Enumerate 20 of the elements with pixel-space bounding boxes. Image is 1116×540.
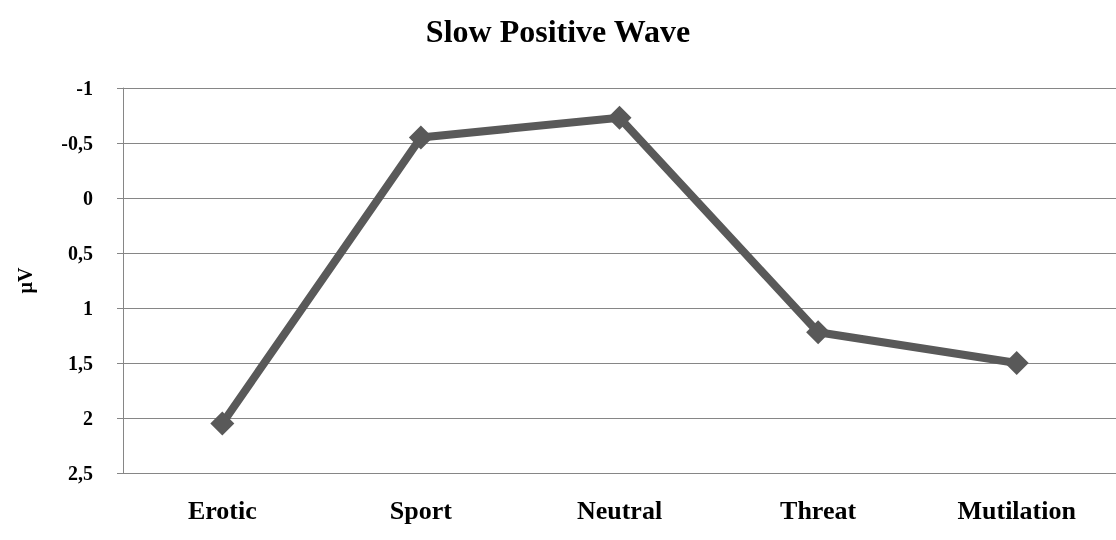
point bbox=[408, 125, 433, 150]
y-tick-label: 0,5 bbox=[68, 242, 93, 264]
y-tick-label: 1,5 bbox=[68, 352, 93, 374]
x-tick-label: Sport bbox=[389, 495, 453, 525]
x-tick-label: Neutral bbox=[576, 495, 663, 525]
x-tick-label: Mutilation bbox=[957, 495, 1077, 525]
y-tick-label: 2,5 bbox=[68, 462, 93, 484]
y-tick-label: -0,5 bbox=[61, 132, 93, 154]
point bbox=[806, 320, 831, 345]
chart-title: Slow Positive Wave bbox=[425, 13, 691, 49]
x-tick-label: Threat bbox=[780, 495, 857, 525]
y-axis-title: µV bbox=[14, 266, 37, 294]
y-tick-label: 1 bbox=[83, 297, 93, 319]
point bbox=[1004, 351, 1029, 375]
x-tick-label: Erotic bbox=[187, 495, 257, 525]
y-tick-label: 2 bbox=[83, 407, 93, 429]
point bbox=[607, 105, 632, 130]
y-tick-label: 0 bbox=[83, 187, 93, 209]
y-tick-label: -1 bbox=[76, 77, 93, 99]
point bbox=[210, 411, 235, 436]
